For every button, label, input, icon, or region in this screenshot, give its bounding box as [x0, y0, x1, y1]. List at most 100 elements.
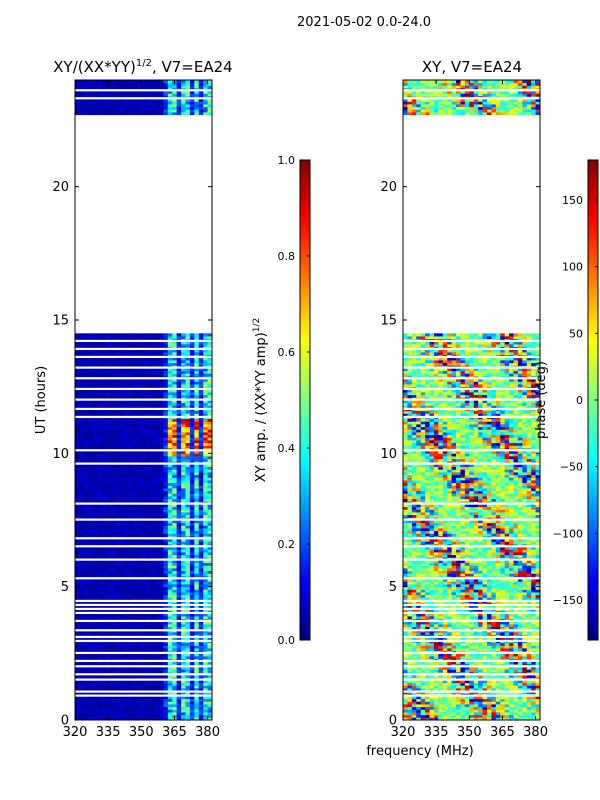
heatmap-cell [176, 106, 182, 110]
heatmap-cell [194, 573, 200, 577]
heatmap-cell [198, 546, 204, 550]
heatmap-cell [97, 82, 102, 86]
heatmap-cell [154, 474, 160, 478]
heatmap-cell [83, 405, 89, 409]
heatmap-cell [154, 464, 160, 468]
heatmap-cell [123, 456, 129, 460]
heatmap-cell [123, 538, 129, 542]
flagged-row [75, 545, 212, 548]
heatmap-cell [185, 378, 191, 382]
heatmap-cell [75, 482, 80, 486]
heatmap-cell [114, 85, 120, 89]
heatmap-cell [110, 581, 116, 585]
heatmap-cell [194, 546, 200, 550]
heatmap-cell [136, 512, 142, 516]
heatmap-cell [114, 405, 120, 409]
heatmap-cell [119, 509, 125, 513]
heatmap-cell [207, 480, 213, 484]
heatmap-cell [194, 82, 200, 86]
heatmap-cell [123, 442, 129, 446]
heatmap-cell [101, 93, 107, 97]
heatmap-cell [185, 104, 191, 108]
heatmap-cell [88, 613, 94, 617]
heatmap-cell [198, 370, 204, 374]
heatmap-cell [132, 714, 138, 718]
heatmap-cell [83, 666, 89, 670]
heatmap-cell [150, 586, 155, 590]
heatmap-cell [132, 578, 138, 582]
heatmap-cell [75, 642, 80, 646]
heatmap-cell [132, 373, 138, 377]
heatmap-cell [163, 709, 169, 713]
heatmap-cell [79, 568, 85, 572]
heatmap-cell [150, 413, 155, 417]
heatmap-cell [194, 429, 200, 433]
heatmap-cell [88, 632, 94, 636]
heatmap-cell [163, 112, 169, 116]
heatmap-cell [207, 584, 213, 588]
heatmap-cell [128, 586, 133, 590]
heatmap-cell [198, 714, 204, 718]
heatmap-cell [163, 568, 169, 572]
heatmap-cell [198, 112, 204, 116]
heatmap-cell [154, 496, 160, 500]
heatmap-cell [128, 434, 133, 438]
heatmap-cell [185, 394, 191, 398]
heatmap-cell [92, 90, 98, 94]
heatmap-cell [105, 368, 111, 372]
heatmap-cell [105, 533, 111, 537]
heatmap-cell [203, 514, 208, 518]
heatmap-cell [132, 488, 138, 492]
heatmap-cell [176, 706, 182, 710]
heatmap-cell [167, 336, 173, 340]
heatmap-cell [88, 674, 94, 678]
heatmap-cell [79, 469, 85, 473]
heatmap-cell [185, 685, 191, 689]
heatmap-cell [105, 565, 111, 569]
heatmap-cell [101, 648, 107, 652]
heatmap-cell [172, 554, 178, 558]
heatmap-cell [154, 352, 160, 356]
heatmap-cell [172, 418, 178, 422]
heatmap-cell [145, 341, 151, 345]
heatmap-cell [158, 333, 164, 337]
heatmap-cell [92, 360, 98, 364]
heatmap-cell [132, 413, 138, 417]
heatmap-cell [176, 530, 182, 534]
heatmap-cell [75, 597, 80, 601]
heatmap-cell [79, 349, 85, 353]
heatmap-cell [163, 402, 169, 406]
heatmap-cell [194, 541, 200, 545]
heatmap-cell [203, 581, 208, 585]
heatmap-cell [167, 405, 173, 409]
heatmap-cell [79, 525, 85, 529]
heatmap-cell [194, 378, 200, 382]
heatmap-cell [114, 552, 120, 556]
heatmap-cell [176, 554, 182, 558]
heatmap-cell [110, 589, 116, 593]
heatmap-cell [110, 405, 116, 409]
flagged-row [75, 635, 212, 639]
heatmap-cell [176, 82, 182, 86]
heatmap-cell [194, 565, 200, 569]
heatmap-cell [163, 581, 169, 585]
heatmap-cell [92, 464, 98, 468]
heatmap-cell [176, 605, 182, 609]
heatmap-cell [136, 581, 142, 585]
heatmap-cell [101, 413, 107, 417]
heatmap-cell [79, 528, 85, 532]
heatmap-cell [141, 101, 147, 105]
heatmap-cell [158, 384, 164, 388]
heatmap-cell [79, 381, 85, 385]
heatmap-cell [119, 706, 125, 710]
heatmap-cell [79, 613, 85, 617]
heatmap-cell [158, 605, 164, 609]
heatmap-cell [92, 440, 98, 444]
heatmap-cell [136, 80, 142, 84]
heatmap-cell [110, 666, 116, 670]
heatmap-cell [172, 400, 178, 404]
heatmap-cell [198, 109, 204, 113]
heatmap-cell [176, 466, 182, 470]
heatmap-cell [172, 509, 178, 513]
heatmap-cell [167, 485, 173, 489]
